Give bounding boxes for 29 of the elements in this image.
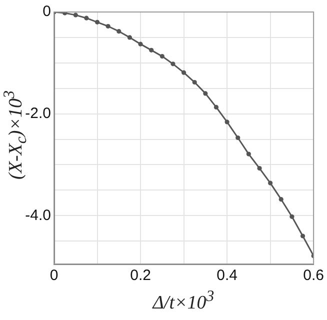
- y-tick-label: 0: [42, 3, 51, 20]
- point: [224, 120, 230, 124]
- x-tick-label: 0.4: [216, 267, 238, 284]
- point: [257, 166, 262, 171]
- point: [246, 152, 251, 156]
- x-axis-title: Δ/t×10$^{3}$: [151, 288, 216, 314]
- point: [84, 16, 89, 20]
- y-tick-label: -4.0: [25, 206, 51, 224]
- point: [236, 135, 240, 140]
- x-tick-label: 0.2: [130, 267, 151, 284]
- point: [300, 234, 306, 238]
- point: [214, 104, 219, 110]
- point: [149, 48, 154, 52]
- point: [94, 20, 100, 24]
- point: [127, 35, 132, 40]
- point: [160, 54, 164, 59]
- point: [116, 29, 122, 34]
- y-tick-label: -2.0: [25, 104, 51, 122]
- point: [138, 42, 143, 46]
- point: [268, 180, 273, 186]
- point: [181, 70, 186, 75]
- point: [192, 80, 197, 85]
- point: [278, 197, 284, 202]
- point: [203, 91, 208, 96]
- point: [170, 62, 176, 66]
- point: [106, 24, 110, 29]
- x-tick-label: 0.6: [303, 267, 324, 284]
- point: [290, 214, 294, 219]
- point: [73, 12, 78, 18]
